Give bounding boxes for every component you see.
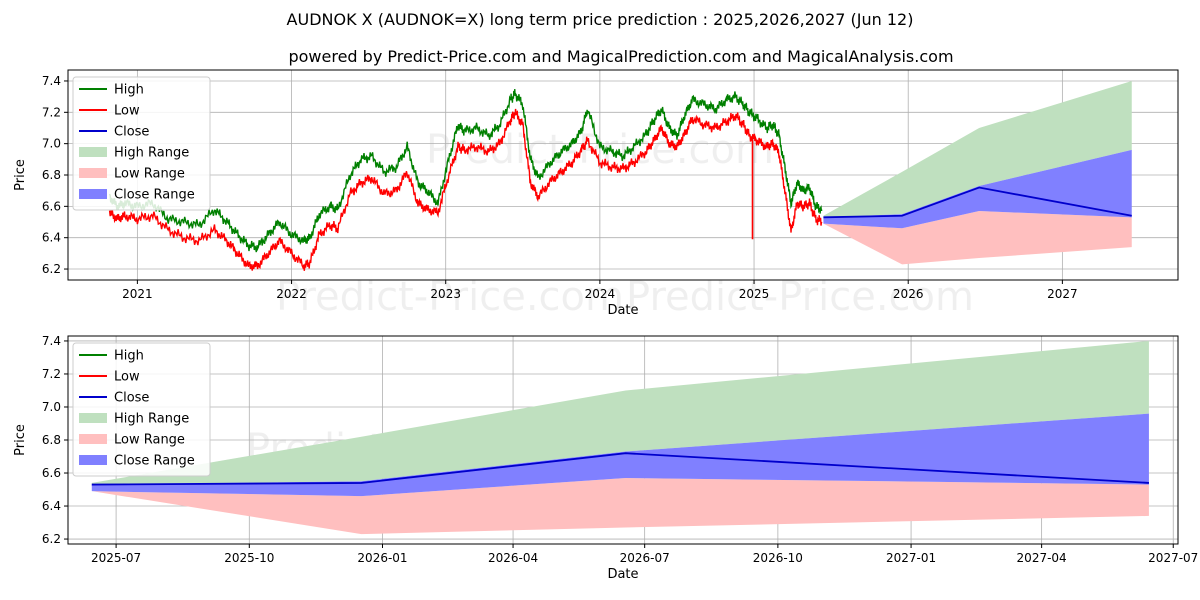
legend-swatch-high-range	[79, 413, 107, 423]
y-tick-label: 6.6	[42, 466, 61, 480]
legend-label-low: Low	[114, 370, 140, 385]
close-forecast-line	[91, 452, 1149, 486]
legend: High Low Close High Range Low Range Close Ran…	[72, 342, 211, 477]
x-tick-label: 2025-07	[91, 551, 141, 565]
y-tick-label: 6.2	[42, 532, 61, 546]
x-tick-label: 2027-04	[1017, 551, 1067, 565]
close-range-band	[91, 413, 1149, 497]
legend-swatch-high-range	[79, 147, 107, 157]
legend-swatch-low-range	[79, 434, 107, 444]
legend-swatch-close-range	[79, 189, 107, 199]
y-tick-label: 7.4	[42, 334, 61, 348]
plot-content	[91, 340, 1149, 535]
legend-label-close: Close	[114, 391, 149, 406]
x-tick-label: 2027	[1047, 287, 1078, 301]
legend-label-high-range: High Range	[114, 412, 189, 427]
y-tick-label: 6.6	[42, 199, 61, 213]
x-tick-label: 2026-01	[357, 551, 407, 565]
x-tick-label: 2024	[585, 287, 616, 301]
y-tick-label: 7.2	[42, 105, 61, 119]
x-tick-label: 2022	[276, 287, 307, 301]
bottom-panel: Predict-Price.comPredict-Price.com2025-0…	[13, 334, 1198, 582]
close-range-band	[823, 149, 1132, 229]
legend: High Low Close High Range Low Range Close Ran…	[72, 76, 211, 211]
x-axis-title: Date	[607, 567, 638, 582]
y-tick-label: 6.2	[42, 262, 61, 276]
x-tick-label: 2021	[122, 287, 153, 301]
legend-swatch-low-range	[79, 168, 107, 178]
legend-label-high: High	[114, 349, 144, 364]
legend-label-close: Close	[114, 125, 149, 140]
y-tick-label: 7.0	[42, 400, 61, 414]
watermark-text: Predict-Price.com	[626, 274, 974, 320]
y-axis-title: Price	[13, 159, 28, 191]
x-tick-label: 2023	[430, 287, 461, 301]
y-axis-title: Price	[13, 424, 28, 456]
y-tick-label: 6.4	[42, 499, 61, 513]
legend-label-high-range: High Range	[114, 146, 189, 161]
low-range-band	[823, 211, 1132, 265]
x-tick-label: 2027-01	[886, 551, 936, 565]
x-tick-label: 2026	[893, 287, 924, 301]
legend-swatch-close-range	[79, 455, 107, 465]
legend-label-low-range: Low Range	[114, 167, 185, 182]
legend-label-close-range: Close Range	[114, 188, 195, 203]
legend-label-low: Low	[114, 104, 140, 119]
chart-title: AUDNOK X (AUDNOK=X) long term price pred…	[287, 10, 914, 29]
x-tick-label: 2025	[739, 287, 770, 301]
x-tick-label: 2026-10	[753, 551, 803, 565]
legend-label-close-range: Close Range	[114, 454, 195, 469]
low-range-band	[91, 477, 1149, 535]
y-tick-label: 7.4	[42, 74, 61, 88]
y-tick-label: 6.4	[42, 231, 61, 245]
x-axis-title: Date	[607, 303, 638, 318]
watermark-text: Predict-Price.com	[276, 274, 624, 320]
x-tick-label: 2026-04	[488, 551, 538, 565]
chart-subtitle: powered by Predict-Price.com and Magical…	[288, 47, 953, 66]
y-tick-label: 7.0	[42, 137, 61, 151]
legend-box	[72, 76, 211, 211]
high-range-band	[91, 340, 1149, 485]
close-forecast-line	[823, 186, 1132, 219]
x-tick-label: 2027-07	[1148, 551, 1198, 565]
plot-content	[108, 80, 1132, 271]
y-tick-label: 6.8	[42, 168, 61, 182]
high-series-line	[108, 89, 823, 253]
x-tick-label: 2026-07	[620, 551, 670, 565]
high-range-band	[823, 80, 1132, 218]
low-series-line	[108, 108, 823, 271]
y-tick-label: 6.8	[42, 433, 61, 447]
legend-label-high: High	[114, 83, 144, 98]
y-tick-label: 7.2	[42, 367, 61, 381]
x-tick-label: 2025-10	[224, 551, 274, 565]
legend-label-low-range: Low Range	[114, 433, 185, 448]
legend-box	[72, 342, 211, 477]
